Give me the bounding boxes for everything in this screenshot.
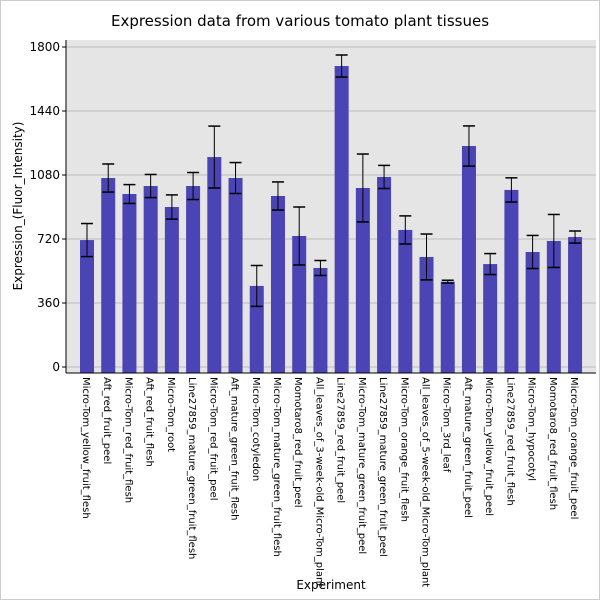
x-tick-label: Micro-Tom_mature_green_fruit_flesh <box>271 377 282 557</box>
bar <box>292 235 307 373</box>
y-tick-label: 1080 <box>29 168 60 182</box>
bar <box>207 157 222 373</box>
x-tick-label: Micro-Tom_root <box>165 377 176 452</box>
bar <box>228 178 243 373</box>
chart-title: Expression data from various tomato plan… <box>111 12 489 30</box>
x-tick-label: Micro-Tom_cotyledon <box>250 377 261 481</box>
bar <box>313 267 328 373</box>
y-tick-label: 0 <box>52 360 60 374</box>
x-tick-label: Micro-Tom_red_fruit_flesh <box>122 377 133 503</box>
x-tick-label: Line27859_mature_green_fruit_peel <box>377 377 388 557</box>
bar <box>164 207 179 373</box>
bar <box>461 146 476 373</box>
x-tick-label: Aft_red_fruit_peel <box>101 377 112 464</box>
x-tick-label: Momotaro8_red_fruit_flesh <box>547 377 558 510</box>
x-tick-label: All_leaves_of_5-week-old_Micro-Tom_plant <box>420 377 431 587</box>
x-axis-label: Experiment <box>296 578 366 592</box>
bar <box>483 264 498 373</box>
bar <box>377 176 392 373</box>
bar <box>355 187 370 373</box>
x-tick-label: Aft_red_fruit_flesh <box>144 377 155 467</box>
bar <box>101 178 116 373</box>
x-tick-label: Micro-Tom_hypocotyl <box>526 377 537 481</box>
x-tick-label: Line27859_red_fruit_flesh <box>504 377 515 506</box>
bar <box>398 229 413 373</box>
x-tick-label: Micro-Tom_orange_fruit_peel <box>568 377 579 519</box>
bar <box>80 240 94 373</box>
bar <box>546 240 561 373</box>
y-tick-label: 360 <box>37 296 60 310</box>
x-tick-label: Aft_mature_green_fruit_flesh <box>229 377 240 520</box>
x-tick-label: Aft_mature_green_fruit_peel <box>462 377 473 518</box>
y-axis-label: Expression_(Fluor_Intensity) <box>11 122 25 291</box>
x-tick-label: Micro-Tom_red_fruit_peel <box>207 377 218 501</box>
y-tick-label: 720 <box>37 232 60 246</box>
y-tick-label: 1440 <box>29 104 60 118</box>
bar <box>249 285 264 373</box>
bar <box>525 251 540 373</box>
x-tick-label: Line27859_mature_green_fruit_flesh <box>186 377 197 559</box>
bar <box>568 237 583 373</box>
bar <box>270 195 285 373</box>
x-tick-label: Line27859_red_fruit_peel <box>335 377 346 503</box>
x-tick-label: Micro-Tom_orange_fruit_flesh <box>398 377 409 522</box>
x-tick-label: Momotaro8_red_fruit_peel <box>292 377 303 508</box>
bar <box>419 256 434 373</box>
bar <box>143 186 158 373</box>
x-tick-label: Micro-Tom_3rd_leaf <box>441 377 452 473</box>
bar <box>504 189 519 373</box>
x-tick-label: All_leaves_of_3-week-old_Micro-Tom_plant <box>313 377 324 587</box>
x-tick-label: Micro-Tom_yellow_fruit_peel <box>483 377 494 516</box>
bar <box>334 66 349 374</box>
y-tick-label: 1800 <box>29 40 60 54</box>
x-tick-label: Micro-Tom_yellow_fruit_flesh <box>80 377 91 519</box>
x-tick-label: Micro-Tom_mature_green_fruit_peel <box>356 377 367 554</box>
bar <box>122 194 137 373</box>
bar <box>440 281 455 373</box>
bar <box>186 186 201 373</box>
